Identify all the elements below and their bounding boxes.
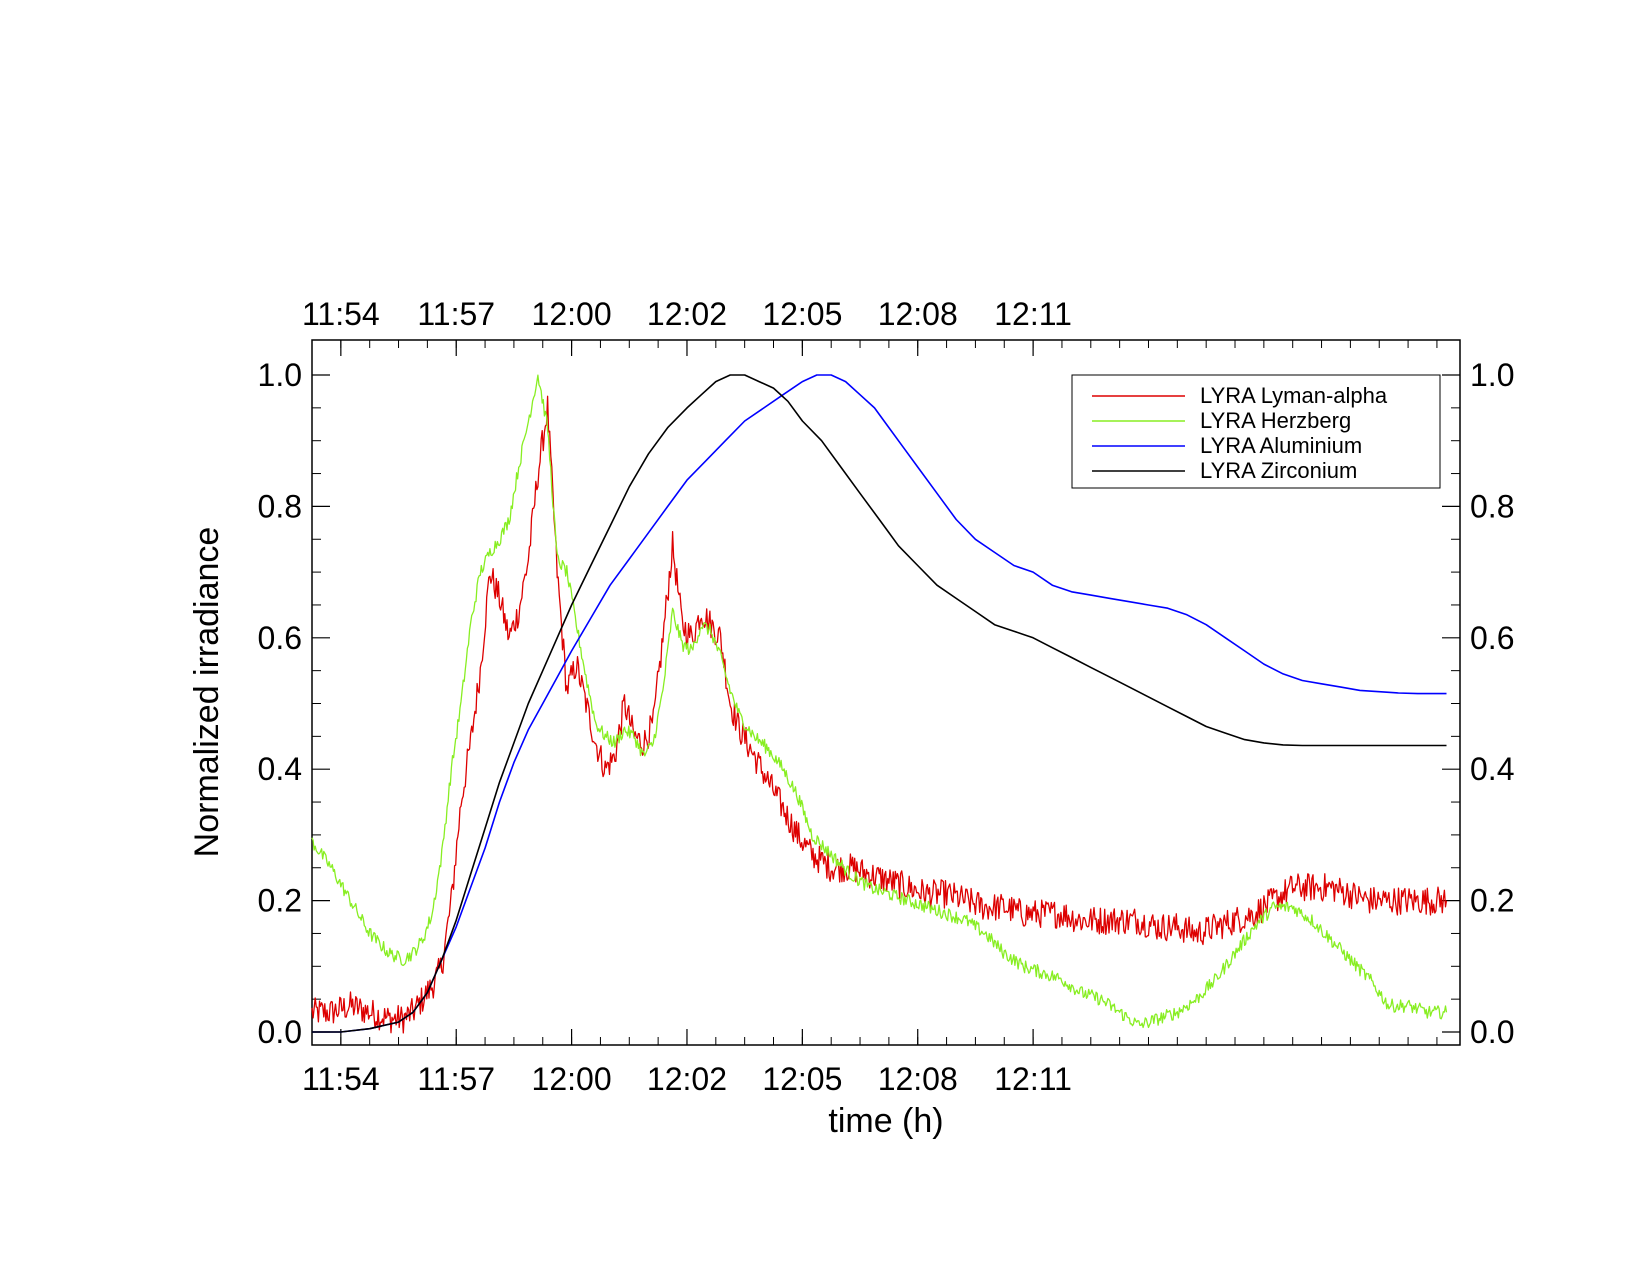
axis-tick-labels: 11:54 11:54 11:57 11:57 12:00 12:00 12:02 12:02… <box>258 296 1515 1097</box>
x-tick-label-top-4: 12:05 <box>762 296 842 332</box>
y-tick-label-right-0: 0.0 <box>1470 1014 1514 1050</box>
x-tick-label-top-1: 11:57 <box>417 296 495 332</box>
y-tick-label-left-2: 0.4 <box>258 751 302 787</box>
series-line-2 <box>312 374 1447 1033</box>
y-tick-label-right-2: 0.4 <box>1470 751 1514 787</box>
series-line-3 <box>312 374 1447 1033</box>
series-line-0 <box>311 395 1448 1034</box>
y-tick-label-left-5: 1.0 <box>258 357 302 393</box>
series-layer <box>311 374 1448 1034</box>
legend-label-1: LYRA Herzberg <box>1200 408 1351 433</box>
x-tick-label-top-0: 11:54 <box>302 296 380 332</box>
y-tick-label-right-3: 0.6 <box>1470 620 1514 656</box>
x-tick-label-bottom-6: 12:11 <box>994 1061 1072 1097</box>
x-tick-label-top-2: 12:00 <box>532 296 612 332</box>
legend-label-3: LYRA Zirconium <box>1200 458 1357 483</box>
y-tick-label-left-3: 0.6 <box>258 620 302 656</box>
y-axis-title: Normalized irradiance <box>188 527 226 858</box>
y-tick-label-left-1: 0.2 <box>258 883 302 919</box>
legend-label-0: LYRA Lyman-alpha <box>1200 383 1388 408</box>
x-tick-label-bottom-2: 12:00 <box>532 1061 612 1097</box>
x-tick-label-bottom-4: 12:05 <box>762 1061 842 1097</box>
y-tick-label-right-5: 1.0 <box>1470 357 1514 393</box>
legend-box <box>1071 374 1441 489</box>
legend-label-2: LYRA Aluminium <box>1200 433 1362 458</box>
y-tick-label-right-4: 0.8 <box>1470 488 1514 524</box>
x-tick-label-bottom-0: 11:54 <box>302 1061 380 1097</box>
x-tick-label-bottom-3: 12:02 <box>647 1061 727 1097</box>
y-tick-label-left-0: 0.0 <box>258 1014 302 1050</box>
x-tick-label-top-6: 12:11 <box>994 296 1072 332</box>
x-axis-title: time (h) <box>828 1102 943 1140</box>
x-tick-label-bottom-1: 11:57 <box>417 1061 495 1097</box>
x-tick-label-bottom-5: 12:08 <box>878 1061 958 1097</box>
x-tick-label-top-5: 12:08 <box>878 296 958 332</box>
y-tick-label-left-4: 0.8 <box>258 488 302 524</box>
axis-ticks <box>312 340 1460 1045</box>
y-tick-label-right-1: 0.2 <box>1470 883 1514 919</box>
series-line-1 <box>311 374 1448 1029</box>
plot-frame <box>311 339 1461 1046</box>
x-tick-label-top-3: 12:02 <box>647 296 727 332</box>
